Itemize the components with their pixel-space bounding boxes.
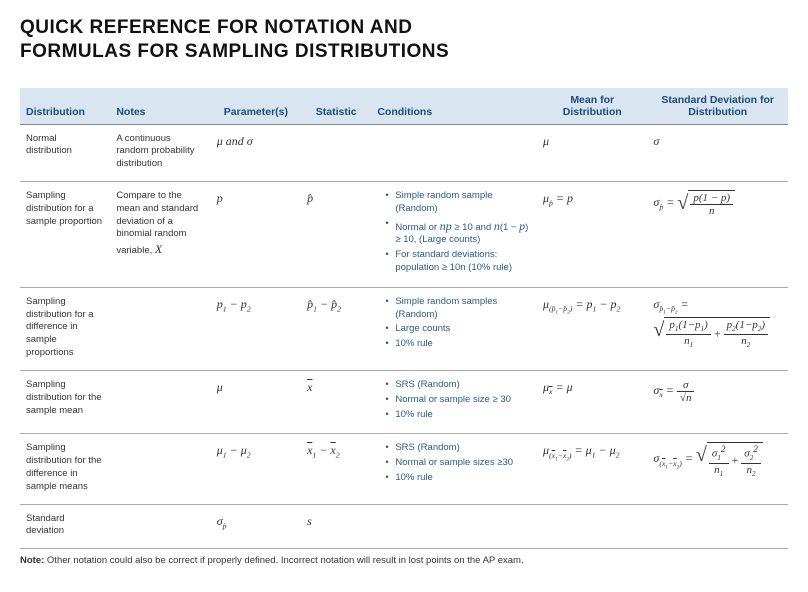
dist-cell: Sampling distribution for the sample mea… [20, 370, 110, 433]
stat-cell: s [301, 504, 371, 549]
condition-item: Simple random sample (Random) [387, 190, 531, 216]
condition-item: Simple random samples (Random) [387, 296, 531, 322]
sd-cell: σ [647, 124, 788, 181]
table-row: Sampling distribution for the sample mea… [20, 370, 788, 433]
condition-item: 10% rule [387, 409, 531, 422]
dist-cell: Sampling distribution for a sample propo… [20, 181, 110, 287]
sd-cell [647, 504, 788, 549]
table-row: Standard deviation σp̂ s [20, 504, 788, 549]
mean-cell: μ(x1−x2) = μ1 − μ2 [537, 434, 647, 504]
cond-cell: SRS (Random) Normal or sample size ≥ 30 … [371, 370, 537, 433]
reference-table: Distribution Notes Parameter(s) Statisti… [20, 88, 788, 550]
table-row: Sampling distribution for a difference i… [20, 287, 788, 370]
sd-cell: σ(x1−x2) = σ12n1 + σ22n2 [647, 434, 788, 504]
condition-item: 10% rule [387, 338, 531, 351]
cond-cell: Simple random samples (Random) Large cou… [371, 287, 537, 370]
stat-cell: p̂1 − p̂2 [301, 287, 371, 370]
page-title: QUICK REFERENCE FOR NOTATION AND FORMULA… [20, 16, 788, 64]
col-distribution: Distribution [20, 88, 110, 125]
mean-cell: μx = μ [537, 370, 647, 433]
dist-cell: Normal distribution [20, 124, 110, 181]
cond-cell: Simple random sample (Random) Normal or … [371, 181, 537, 287]
col-statistic: Statistic [301, 88, 371, 125]
param-cell: μ [211, 370, 301, 433]
condition-item: Normal or np ≥ 10 and n(1 − p) ≥ 10, (La… [387, 218, 531, 248]
cond-cell [371, 124, 537, 181]
stat-cell: p̂ [301, 181, 371, 287]
sd-cell: σx = σ√n [647, 370, 788, 433]
notes-cell [110, 504, 210, 549]
col-mean: Mean for Distribution [537, 88, 647, 125]
notes-cell [110, 434, 210, 504]
header-row: Distribution Notes Parameter(s) Statisti… [20, 88, 788, 125]
notes-cell [110, 370, 210, 433]
mean-cell [537, 504, 647, 549]
stat-cell: x [301, 370, 371, 433]
dist-cell: Standard deviation [20, 504, 110, 549]
table-row: Sampling distribution for a sample propo… [20, 181, 788, 287]
condition-item: SRS (Random) [387, 379, 531, 392]
notes-cell: A continuous random probability distribu… [110, 124, 210, 181]
param-cell: p [211, 181, 301, 287]
cond-cell: SRS (Random) Normal or sample sizes ≥30 … [371, 434, 537, 504]
condition-item: 10% rule [387, 472, 531, 485]
param-cell: μ and σ [211, 124, 301, 181]
cond-cell [371, 504, 537, 549]
stat-cell [301, 124, 371, 181]
mean-cell: μp̂ = p [537, 181, 647, 287]
condition-item: SRS (Random) [387, 442, 531, 455]
footnote: Note: Other notation could also be corre… [20, 555, 788, 566]
condition-item: Normal or sample sizes ≥30 [387, 457, 531, 470]
mean-cell: μ(p̂1−p̂2) = p1 − p2 [537, 287, 647, 370]
col-parameters: Parameter(s) [211, 88, 301, 125]
col-conditions: Conditions [371, 88, 537, 125]
param-cell: p1 − p2 [211, 287, 301, 370]
table-row: Normal distribution A continuous random … [20, 124, 788, 181]
condition-item: Normal or sample size ≥ 30 [387, 394, 531, 407]
col-sd: Standard Deviation for Distribution [647, 88, 788, 125]
notes-cell [110, 287, 210, 370]
stat-cell: x1 − x2 [301, 434, 371, 504]
sd-cell: σp̂ = p(1 − p)n [647, 181, 788, 287]
table-row: Sampling distribution for the difference… [20, 434, 788, 504]
sd-cell: σp̂1−p̂2 = p1(1−p1)n1 + p2(1−p2)n2 [647, 287, 788, 370]
dist-cell: Sampling distribution for the difference… [20, 434, 110, 504]
dist-cell: Sampling distribution for a difference i… [20, 287, 110, 370]
condition-item: For standard deviations: population ≥ 10… [387, 249, 531, 275]
col-notes: Notes [110, 88, 210, 125]
param-cell: σp̂ [211, 504, 301, 549]
mean-cell: μ [537, 124, 647, 181]
notes-cell: Compare to the mean and standard deviati… [110, 181, 210, 287]
condition-item: Large counts [387, 323, 531, 336]
param-cell: μ1 − μ2 [211, 434, 301, 504]
